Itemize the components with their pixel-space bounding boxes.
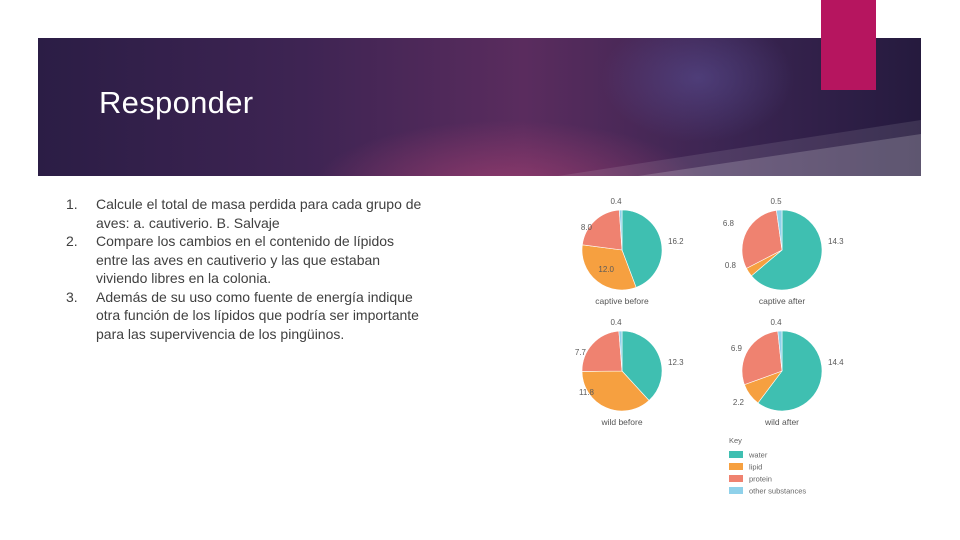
pie-slice-lipid — [581, 370, 650, 412]
legend-swatch-protein — [729, 475, 743, 482]
pie-value-label: 0.4 — [610, 318, 622, 327]
question-number: 3. — [66, 288, 78, 305]
pie-slice-protein — [741, 330, 783, 386]
pie-title: captive after — [759, 296, 805, 306]
question-text: Además de su uso como fuente de energía … — [96, 288, 419, 342]
pie-value-label: 0.5 — [770, 197, 782, 206]
question-list: 1. Calcule el total de masa perdida para… — [66, 195, 426, 343]
pie-value-label: 14.3 — [828, 237, 844, 246]
accent-bar — [821, 0, 876, 90]
pie-value-label: 6.8 — [723, 219, 735, 228]
banner-decoration — [558, 120, 921, 176]
pie-wild-after: 14.4 2.2 6.9 0.4 wild after — [731, 318, 844, 427]
question-number: 1. — [66, 196, 78, 212]
pie-slice-lipid — [581, 244, 637, 291]
banner-swoosh — [558, 120, 921, 176]
pie-slice-other — [777, 330, 783, 372]
pie-slice-protein — [581, 330, 623, 372]
pie-value-label: 12.3 — [668, 358, 684, 367]
pie-slice-protein — [581, 209, 623, 251]
pie-slice-other — [618, 330, 623, 372]
pie-captive-before: 16.2 12.0 8.0 0.4 captive before — [581, 197, 684, 306]
pie-value-label: 12.0 — [598, 265, 614, 274]
pie-value-label: 0.4 — [770, 318, 782, 327]
pie-value-label: 6.9 — [731, 344, 743, 353]
pie-slice-water — [751, 209, 823, 291]
pie-value-label: 14.4 — [828, 358, 844, 367]
pie-slice-water — [757, 330, 823, 412]
pie-slice-protein — [741, 210, 783, 269]
pie-value-label: 16.2 — [668, 237, 684, 246]
legend-title: Key — [729, 436, 742, 445]
legend-label-protein: protein — [749, 475, 772, 484]
pie-value-label: 8.0 — [581, 223, 593, 232]
pie-title: wild before — [600, 417, 642, 427]
question-item: 3. Además de su uso como fuente de energ… — [66, 288, 426, 344]
pie-slice-other — [776, 209, 783, 251]
legend-label-other: other substances — [749, 487, 806, 496]
pie-value-label: 0.4 — [610, 197, 622, 206]
pie-slice-water — [621, 330, 663, 401]
legend-swatch-water — [729, 451, 743, 458]
pie-charts-svg: 16.2 12.0 8.0 0.4 captive before 14.3 0.8 6.8 0.… — [575, 197, 844, 495]
question-item: 2. Compare los cambios en el contenido d… — [66, 232, 426, 288]
title-banner — [38, 38, 921, 176]
slide-title: Responder — [99, 85, 254, 120]
pie-value-label: 0.8 — [725, 261, 737, 270]
legend-label-lipid: lipid — [749, 463, 762, 472]
question-text: Compare los cambios en el contenido de l… — [96, 233, 395, 286]
legend-label-water: water — [748, 451, 768, 460]
banner-swoosh-light — [638, 134, 921, 176]
chart-legend: Key water lipid protein other substances — [729, 436, 806, 495]
pie-wild-before: 12.3 11.8 7.7 0.4 wild before — [575, 318, 684, 427]
pie-slice-other — [618, 209, 623, 251]
question-number: 2. — [66, 233, 78, 249]
pie-value-label: 11.8 — [579, 388, 595, 397]
question-item: 1. Calcule el total de masa perdida para… — [66, 195, 426, 232]
pie-slice-water — [621, 209, 663, 288]
pie-value-label: 2.2 — [733, 398, 745, 407]
legend-swatch-other — [729, 487, 743, 494]
pie-captive-after: 14.3 0.8 6.8 0.5 captive after — [723, 197, 844, 306]
pie-title: captive before — [595, 296, 649, 306]
pie-chart-figure: 16.2 12.0 8.0 0.4 captive before 14.3 0.8 6.8 0.… — [527, 193, 857, 495]
question-text: Calcule el total de masa perdida para ca… — [96, 196, 422, 231]
pie-title: wild after — [764, 417, 799, 427]
legend-swatch-lipid — [729, 463, 743, 470]
pie-value-label: 7.7 — [575, 348, 587, 357]
